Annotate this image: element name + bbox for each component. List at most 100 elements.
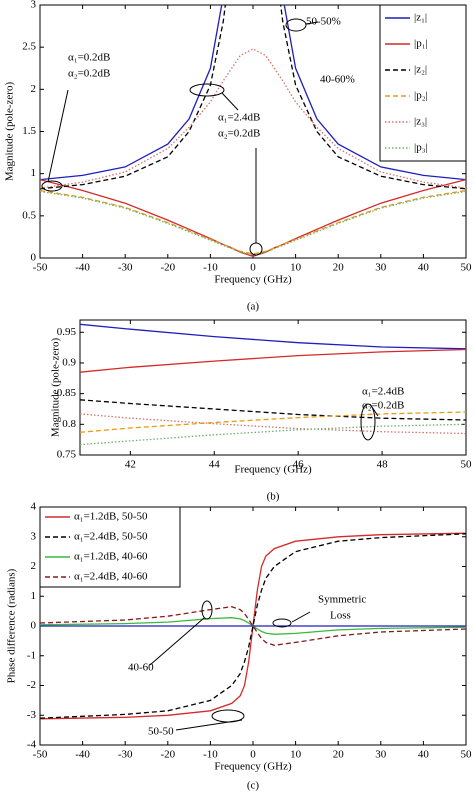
- arrow: [369, 403, 379, 417]
- arrow: [149, 617, 205, 666]
- annotation: α₂=0.2dB: [218, 128, 260, 140]
- x-tick-label: 44: [209, 459, 221, 471]
- annotation: 50-50: [148, 726, 174, 738]
- x-tick-label: -30: [118, 262, 133, 274]
- x-tick-label: -30: [118, 749, 133, 761]
- chart: 42 44 46 48 50 0.75 0.8 0.85 0.9 0.95 α₁=2.4dB α₂=0…: [50, 319, 473, 503]
- legend-label: α₁=2.4dB, 50-50: [74, 531, 148, 543]
- series-line: [40, 178, 466, 257]
- series-line: [80, 348, 466, 373]
- annotation: α₁=0.2dB: [68, 52, 110, 64]
- y-tick-label: 2.5: [22, 41, 36, 53]
- series-line: [80, 323, 466, 350]
- legend-box: [379, 4, 467, 162]
- legend-label: α₁=2.4dB, 40-60: [74, 571, 148, 583]
- y-tick-label: 0.9: [62, 356, 76, 368]
- series-line: [40, 5, 466, 181]
- y-tick-label: 1.5: [22, 125, 36, 137]
- series-line: [80, 413, 466, 435]
- x-tick-label: -50: [33, 749, 48, 761]
- chart: -50 -40 -30 -20 -10 0 10 20 30 40 50 0 0.5 1 1.5 2 2.5 3 |…: [4, 0, 472, 313]
- y-axis-label: Magnitude (pole-zero): [50, 338, 62, 438]
- x-tick-label: 50: [461, 459, 473, 471]
- x-tick-label: 30: [375, 262, 387, 274]
- y-tick-label: 4: [31, 501, 37, 513]
- legend-label: |z₂|: [414, 64, 427, 76]
- legend-label: α₁=1.2dB, 40-60: [74, 551, 148, 563]
- x-tick-label: 48: [377, 459, 389, 471]
- y-tick-label: -3: [27, 709, 37, 721]
- arrow: [291, 611, 311, 623]
- y-tick-label: 0.75: [57, 449, 77, 461]
- y-tick-label: 3: [31, 530, 37, 542]
- ellipse: [360, 403, 376, 441]
- arrow: [305, 21, 319, 25]
- x-tick-label: -50: [33, 262, 48, 274]
- caption: (b): [267, 491, 280, 503]
- y-tick-label: 1: [31, 590, 37, 602]
- chart: -50 -40 -30 -20 -10 0 10 20 30 40 50-4-3-2-101234α…: [6, 501, 472, 792]
- arrow: [47, 89, 69, 183]
- y-tick-label: 0.8: [62, 418, 76, 430]
- y-tick-label: 0: [31, 252, 37, 264]
- legend-label: |z₁|: [414, 12, 427, 24]
- y-tick-label: 0: [31, 620, 37, 632]
- series-line: [80, 423, 466, 446]
- y-tick-label: 0.95: [57, 326, 77, 338]
- caption: (a): [247, 301, 260, 313]
- legend-label: |p₁|: [414, 38, 428, 50]
- arrow: [175, 719, 243, 731]
- y-axis-label: Magnitude (pole-zero): [4, 82, 16, 182]
- annotation: α₁=2.4dB: [218, 112, 260, 124]
- y-axis-label: Phase difference (radians): [6, 568, 18, 683]
- ellipse: [189, 83, 225, 97]
- x-tick-label: 20: [333, 749, 345, 761]
- annotation: α₁=2.4dB: [362, 386, 404, 398]
- annotation: Loss: [330, 610, 351, 622]
- x-tick-label: 10: [290, 749, 302, 761]
- annotation: α₂=0.2dB: [68, 68, 110, 80]
- y-tick-label: -1: [27, 649, 36, 661]
- x-tick-label: -20: [160, 749, 175, 761]
- series-line: [40, 189, 466, 255]
- x-tick-label: 46: [293, 459, 305, 471]
- ellipse: [201, 600, 213, 620]
- x-tick-label: 50: [461, 262, 473, 274]
- y-tick-label: 1: [31, 167, 37, 179]
- legend-label: |z₃|: [414, 116, 427, 128]
- x-tick-label: 42: [125, 459, 136, 471]
- annotation: 40-60: [128, 662, 154, 674]
- y-tick-label: 3: [31, 0, 37, 11]
- ellipse: [41, 180, 63, 192]
- series-line: [40, 606, 466, 646]
- y-tick-label: -2: [27, 679, 36, 691]
- x-tick-label: -10: [203, 262, 218, 274]
- x-axis-label: Frequency (GHz): [234, 464, 312, 476]
- series-line: [40, 5, 466, 190]
- y-tick-label: 2: [31, 83, 37, 95]
- x-tick-label: -40: [75, 262, 90, 274]
- legend-label: |p₃|: [414, 142, 428, 154]
- y-tick-label: 0.85: [57, 387, 77, 399]
- ellipse: [272, 618, 292, 628]
- x-tick-label: 40: [418, 749, 430, 761]
- ellipse: [285, 18, 307, 32]
- x-axis-label: Frequency (GHz): [214, 761, 292, 773]
- annotation-shapes: [41, 18, 379, 731]
- annotation: Symmetric: [318, 594, 366, 606]
- x-tick-label: -10: [203, 749, 218, 761]
- x-tick-label: 0: [250, 262, 256, 274]
- legend-label: |p₂|: [414, 90, 428, 102]
- x-tick-label: 0: [250, 749, 256, 761]
- caption: (c): [247, 780, 260, 792]
- x-tick-label: 20: [333, 262, 345, 274]
- annotation: 50-50%: [306, 16, 341, 28]
- x-tick-label: 30: [375, 749, 387, 761]
- y-tick-label: 2: [31, 560, 37, 572]
- x-tick-label: 40: [418, 262, 430, 274]
- legend-box: [39, 506, 181, 588]
- annotation: 40-60%: [320, 74, 355, 86]
- x-tick-label: -40: [75, 749, 90, 761]
- x-tick-label: 10: [290, 262, 302, 274]
